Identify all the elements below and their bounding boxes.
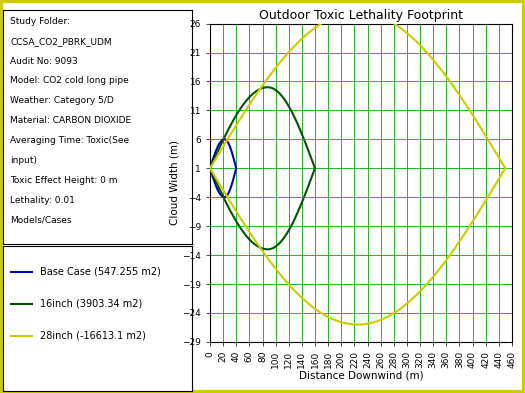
Text: Model: CO2 cold long pipe: Model: CO2 cold long pipe: [10, 77, 129, 85]
Text: Study Folder:: Study Folder:: [10, 17, 70, 26]
Title: Outdoor Toxic Lethality Footprint: Outdoor Toxic Lethality Footprint: [259, 9, 463, 22]
Y-axis label: Cloud Width (m): Cloud Width (m): [169, 140, 179, 225]
Text: 16inch (3903.34 m2): 16inch (3903.34 m2): [40, 299, 143, 309]
Text: Averaging Time: Toxic(See: Averaging Time: Toxic(See: [10, 136, 129, 145]
Text: input): input): [10, 156, 37, 165]
Text: CCSA_CO2_PBRK_UDM: CCSA_CO2_PBRK_UDM: [10, 37, 112, 46]
Text: Toxic Effect Height: 0 m: Toxic Effect Height: 0 m: [10, 176, 118, 185]
Text: Weather: Category 5/D: Weather: Category 5/D: [10, 96, 114, 105]
Text: Audit No: 9093: Audit No: 9093: [10, 57, 78, 66]
Text: Lethality: 0.01: Lethality: 0.01: [10, 196, 75, 205]
Text: 28inch (-16613.1 m2): 28inch (-16613.1 m2): [40, 331, 146, 341]
Text: Models/Cases: Models/Cases: [10, 216, 72, 225]
Text: Base Case (547.255 m2): Base Case (547.255 m2): [40, 267, 161, 277]
X-axis label: Distance Downwind (m): Distance Downwind (m): [299, 371, 423, 381]
Text: Material: CARBON DIOXIDE: Material: CARBON DIOXIDE: [10, 116, 131, 125]
